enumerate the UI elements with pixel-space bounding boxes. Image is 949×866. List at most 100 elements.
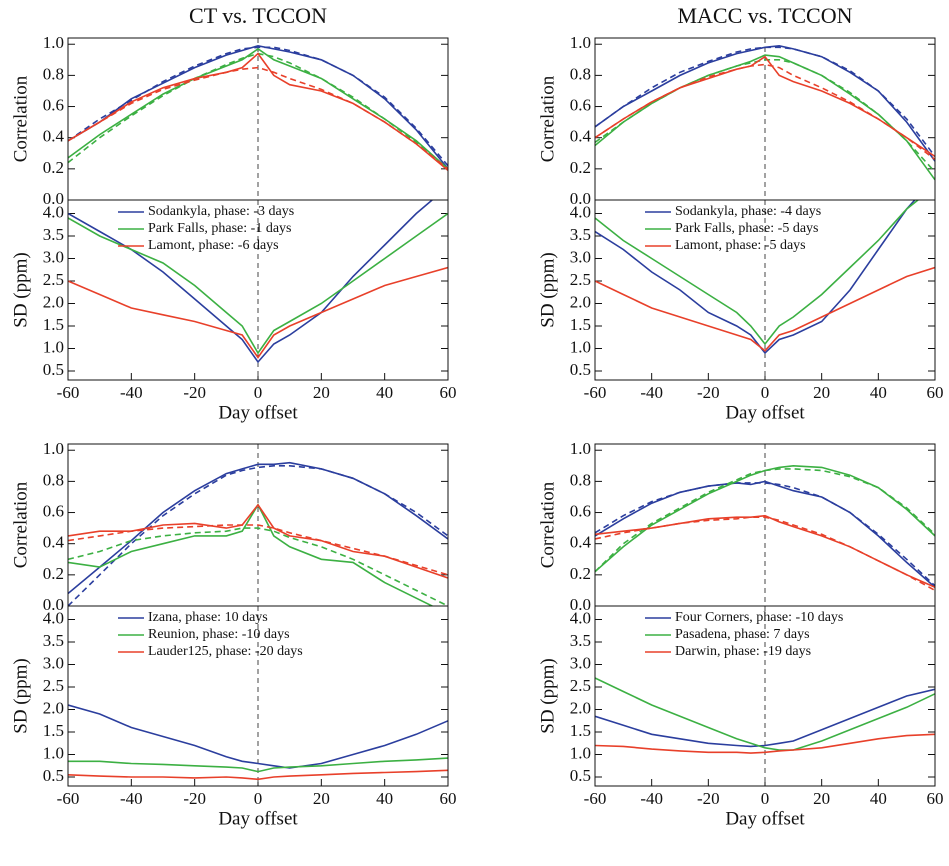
plot-frame (67, 199, 449, 381)
series-line (68, 527, 448, 606)
series-line (595, 63, 935, 161)
series-line (68, 212, 448, 355)
x-tick-label: 20 (813, 383, 830, 402)
x-tick-label: -40 (640, 383, 663, 402)
x-tick-label: 20 (313, 383, 330, 402)
x-tick-label: -20 (183, 789, 206, 808)
panel: SD (ppm) Day offset 0.5 1.0 1.5 2.0 2.5 3.0 3.5 4… (10, 605, 457, 829)
x-tick-label: 40 (376, 789, 393, 808)
legend-label: Four Corners, phase: -10 days (675, 610, 843, 625)
y-tick-label: 3.0 (570, 247, 591, 266)
y-axis-label: Correlation (537, 75, 558, 162)
y-tick-label: 0.8 (570, 64, 591, 83)
series-line (68, 461, 448, 595)
y-tick-label: 0.4 (43, 127, 65, 146)
panel: SD (ppm) Day offset 0.5 1.0 1.5 2.0 2.5 3.0 3.5 4… (537, 605, 944, 829)
y-tick-label: 0.0 (43, 595, 64, 614)
panel: Correlation 0.0 0.2 0.4 0.6 0.8 1.0 (537, 439, 936, 614)
y-tick-label: 2.5 (570, 270, 591, 289)
y-tick-label: 4.0 (570, 608, 591, 627)
panel: MACC vs. TCCON Correlation 0.0 0.2 0.4 0.6 0.8… (537, 3, 936, 208)
y-tick-label: 0.5 (570, 360, 591, 379)
x-axis-label: Day offset (218, 402, 298, 423)
x-tick-label: 60 (927, 383, 944, 402)
y-tick-label: 1.5 (570, 315, 591, 334)
y-tick-label: 0.2 (43, 564, 64, 583)
x-tick-label: 0 (254, 789, 263, 808)
y-tick-label: 2.0 (570, 698, 591, 717)
y-tick-label: 1.0 (43, 743, 64, 762)
series-line (595, 468, 935, 573)
legend-label: Park Falls, phase: -1 days (148, 221, 291, 236)
x-tick-label: 0 (761, 383, 770, 402)
y-tick-label: 1.0 (570, 743, 591, 762)
legend-label: Izana, phase: 10 days (148, 610, 268, 625)
y-tick-label: 3.5 (43, 631, 64, 650)
x-tick-label: 40 (376, 383, 393, 402)
x-axis-label: Day offset (218, 808, 298, 829)
y-tick-label: 2.0 (43, 292, 64, 311)
series-line (68, 757, 448, 773)
y-tick-label: 3.5 (570, 631, 591, 650)
y-axis-label: SD (ppm) (537, 252, 558, 327)
y-tick-label: 0.5 (43, 766, 64, 785)
y-tick-label: 3.0 (43, 653, 64, 672)
chart-title: MACC vs. TCCON (677, 3, 852, 28)
y-tick-label: 0.4 (570, 127, 592, 146)
y-tick-label: 2.5 (43, 676, 64, 695)
y-tick-label: 0.8 (43, 470, 64, 489)
y-tick-label: 0.0 (570, 189, 591, 208)
y-tick-label: 1.0 (570, 337, 591, 356)
y-tick-label: 0.2 (570, 158, 591, 177)
series-line (595, 733, 935, 754)
series-line (68, 44, 448, 170)
y-tick-label: 0.8 (43, 64, 64, 83)
y-tick-label: 3.0 (43, 247, 64, 266)
y-axis-label: Correlation (537, 481, 558, 568)
series-line (595, 59, 935, 173)
series-line (595, 54, 935, 181)
panel: SD (ppm) Day offset 0.5 1.0 1.5 2.0 2.5 3.0 3.5 4… (537, 199, 944, 423)
series-line (595, 200, 920, 346)
x-tick-label: -20 (697, 789, 720, 808)
x-tick-label: -60 (584, 789, 607, 808)
chart-title: CT vs. TCCON (189, 3, 327, 28)
series-line (68, 66, 448, 170)
series-line (595, 480, 935, 588)
plot-frame (594, 199, 936, 381)
plot-frame (594, 605, 936, 787)
y-tick-label: 0.6 (570, 95, 591, 114)
y-tick-label: 0.8 (570, 470, 591, 489)
y-tick-label: 4.0 (570, 202, 591, 221)
y-tick-label: 0.0 (43, 189, 64, 208)
x-tick-label: -60 (57, 383, 80, 402)
x-tick-label: -40 (120, 383, 143, 402)
y-tick-label: 0.0 (570, 595, 591, 614)
x-axis-label: Day offset (725, 808, 805, 829)
y-tick-label: 4.0 (43, 608, 64, 627)
legend-label: Lamont, phase: -6 days (148, 238, 279, 253)
y-axis-label: SD (ppm) (537, 658, 558, 733)
legend-label: Sodankyla, phase: -3 days (148, 204, 294, 219)
x-tick-label: 40 (870, 789, 887, 808)
y-tick-label: 4.0 (43, 202, 64, 221)
series-line (595, 200, 916, 355)
y-tick-label: 1.5 (43, 721, 64, 740)
x-axis-label: Day offset (725, 402, 805, 423)
series-line (68, 465, 448, 606)
x-tick-label: 60 (440, 383, 457, 402)
series-line (595, 516, 935, 592)
y-tick-label: 0.2 (570, 564, 591, 583)
series-line (595, 46, 935, 157)
y-tick-label: 1.0 (43, 33, 64, 52)
y-tick-label: 0.6 (43, 501, 64, 520)
x-tick-label: -60 (57, 789, 80, 808)
y-tick-label: 1.5 (43, 315, 64, 334)
y-tick-label: 1.0 (570, 439, 591, 458)
x-tick-label: 40 (870, 383, 887, 402)
x-tick-label: 60 (440, 789, 457, 808)
y-tick-label: 0.6 (43, 95, 64, 114)
y-axis-label: SD (ppm) (10, 252, 31, 327)
legend-label: Darwin, phase: -19 days (675, 644, 811, 659)
